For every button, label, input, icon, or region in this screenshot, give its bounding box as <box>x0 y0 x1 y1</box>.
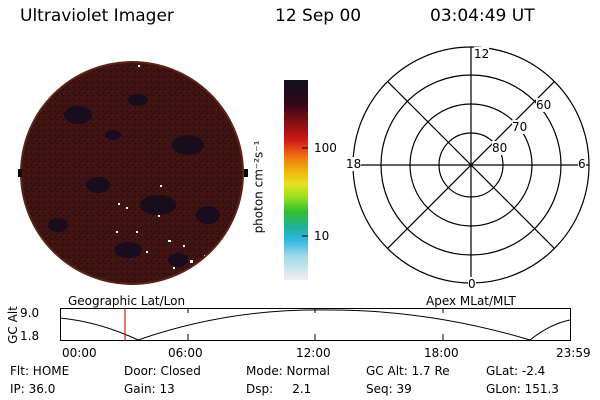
polar-label-12: 12 <box>474 47 490 61</box>
dsp-status: Dsp: 2.1 <box>246 382 312 396</box>
gc-altitude-status: GC Alt: 1.7 Re <box>366 364 450 378</box>
altitude-axis-label: GC Alt <box>5 306 20 344</box>
colorbar-unit-label: photon cm⁻²s⁻¹ <box>251 140 266 234</box>
glat-status: GLat: -2.4 <box>486 364 546 378</box>
time-label: 03:04:49 UT <box>430 6 535 26</box>
glon-status: GLon: 151.3 <box>486 382 559 396</box>
date-label: 12 Sep 00 <box>275 6 362 26</box>
colorbar-tick-10: 10 <box>314 229 330 243</box>
polar-label-18: 18 <box>346 157 362 171</box>
polar-label-60: 60 <box>536 98 552 112</box>
polar-label-70: 70 <box>512 120 528 134</box>
sequence-status: Seq: 39 <box>366 382 412 396</box>
flight-status: Flt: HOME <box>10 364 70 378</box>
altitude-xtick-1: 06:00 <box>168 346 203 360</box>
altitude-xtick-2: 12:00 <box>296 346 331 360</box>
altitude-ytick-top: 9.0 <box>20 306 40 320</box>
polar-label-80: 80 <box>492 141 508 155</box>
altitude-xtick-3: 18:00 <box>424 346 459 360</box>
door-status: Door: Closed <box>124 364 201 378</box>
altitude-xtick-0: 00:00 <box>62 346 97 360</box>
polar-label-0: 0 <box>468 277 476 291</box>
gain-status: Gain: 13 <box>124 382 175 396</box>
altitude-ytick-bottom: 1.8 <box>20 329 40 343</box>
altitude-xtick-4: 23:59 <box>556 346 591 360</box>
colorbar <box>284 80 308 280</box>
apex-label: Apex MLat/MLT <box>426 294 516 308</box>
geographic-label: Geographic Lat/Lon <box>68 294 186 308</box>
ip-status: IP: 36.0 <box>10 382 56 396</box>
polar-mlt-plot <box>352 46 590 284</box>
mode-status: Mode: Normal <box>246 364 330 378</box>
colorbar-tick-100: 100 <box>314 141 337 155</box>
altitude-plot <box>60 308 571 341</box>
polar-label-6: 6 <box>578 157 586 171</box>
instrument-title: Ultraviolet Imager <box>20 6 174 26</box>
uv-earth-image <box>18 61 248 285</box>
